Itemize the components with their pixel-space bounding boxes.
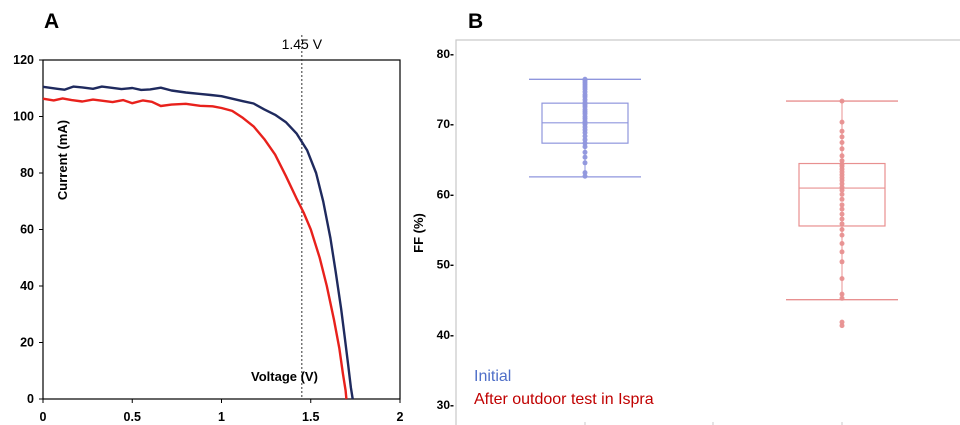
data-point <box>839 161 845 167</box>
data-point <box>839 221 845 227</box>
y-tick-label: 100 <box>13 110 34 124</box>
data-point <box>582 173 588 179</box>
panel-a-y-ticks: 0 20 40 60 80 100 120 <box>13 53 43 406</box>
data-point <box>839 128 845 134</box>
data-point <box>839 140 845 145</box>
panel-b-x-ticks <box>584 422 843 425</box>
y-tick-label: 40 <box>20 279 34 293</box>
data-point <box>582 154 588 160</box>
panel-b-y-ticks: 30- 40- 50- 60- 70- 80- <box>437 47 454 412</box>
data-point <box>582 133 588 139</box>
y-tick-label: 70- <box>437 117 454 131</box>
data-point <box>839 184 845 190</box>
legend-initial: Initial <box>474 368 511 385</box>
panel-b-label: B <box>468 10 483 33</box>
data-point <box>839 191 845 197</box>
panel-a-x-ticks: 0 0.5 1 1.5 2 <box>40 399 404 424</box>
y-tick-label: 60 <box>20 223 34 237</box>
data-point <box>582 160 588 166</box>
data-point <box>839 295 845 301</box>
panel-b-plot-frame <box>455 39 960 425</box>
data-point <box>839 146 845 152</box>
panel-b-boxes <box>529 76 898 329</box>
x-tick-label: 2 <box>397 410 404 424</box>
y-tick-label: 80 <box>20 166 34 180</box>
x-tick-label: 1 <box>218 410 225 424</box>
data-point <box>839 323 845 329</box>
data-point <box>582 149 588 155</box>
voltage-marker-label: 1.45 V <box>282 36 323 52</box>
data-point <box>582 144 588 150</box>
data-point <box>839 153 845 159</box>
data-point <box>582 140 588 146</box>
x-tick-label: 0.5 <box>124 410 141 424</box>
panel-a-x-axis-label: Voltage (V) <box>251 369 318 384</box>
data-point <box>839 181 845 187</box>
data-point <box>839 196 845 202</box>
x-tick-label: 1.5 <box>302 410 319 424</box>
data-point <box>582 170 588 176</box>
iv-curve-series-1 <box>42 85 354 400</box>
y-tick-label: 40- <box>437 328 454 342</box>
panel-a-y-axis-label: Current (mA) <box>55 120 70 200</box>
data-point <box>839 276 845 282</box>
data-point <box>839 249 845 255</box>
panel-a-series <box>42 85 354 400</box>
y-tick-label: 120 <box>13 53 34 67</box>
y-tick-label: 30- <box>437 398 454 412</box>
data-point <box>839 319 845 325</box>
data-point <box>839 211 845 217</box>
y-tick-label: 20 <box>20 336 34 350</box>
data-point <box>839 227 845 232</box>
data-point <box>839 158 845 164</box>
box-group-1 <box>529 76 641 179</box>
data-point <box>839 291 845 297</box>
data-point <box>582 137 588 143</box>
y-tick-label: 80- <box>437 47 454 61</box>
data-point <box>839 134 845 140</box>
y-tick-label: 50- <box>437 258 454 272</box>
data-point <box>839 241 845 246</box>
panel-a-label: A <box>44 10 59 33</box>
data-point <box>839 119 845 125</box>
data-point <box>839 216 845 222</box>
x-tick-label: 0 <box>40 410 47 424</box>
data-point <box>839 206 845 212</box>
y-tick-label: 60- <box>437 187 454 201</box>
y-tick-label: 0 <box>27 392 34 406</box>
legend-after-outdoor-test: After outdoor test in Ispra <box>474 391 654 408</box>
data-point <box>582 76 588 82</box>
data-point <box>839 98 845 104</box>
box-group-2 <box>786 98 898 329</box>
data-point <box>839 232 845 238</box>
data-point <box>839 259 845 265</box>
iv-curve-series-2 <box>42 97 348 400</box>
data-point <box>839 202 845 208</box>
panel-b-y-axis-label: FF (%) <box>411 213 426 253</box>
